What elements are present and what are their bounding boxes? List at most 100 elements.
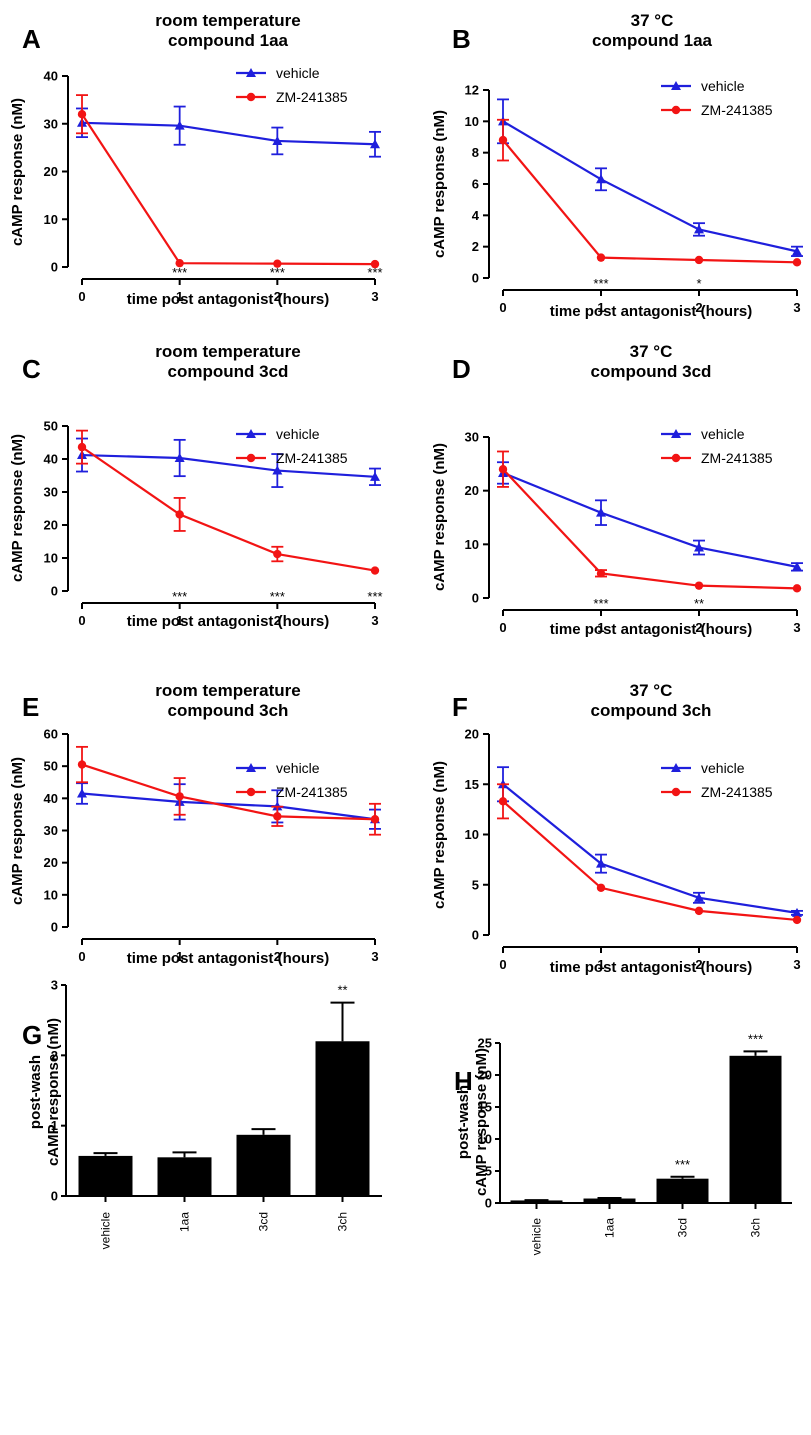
data-point-circle — [792, 258, 802, 267]
series-vehicle — [497, 461, 803, 572]
y-axis-title: cAMP response (nM) — [431, 443, 448, 591]
data-point-circle — [273, 259, 282, 268]
y-axis-title-line: post-wash — [27, 1055, 44, 1129]
y-tick-label: 20 — [465, 727, 479, 742]
legend-label: ZM-241385 — [276, 784, 348, 800]
y-tick-label: 2 — [51, 1048, 58, 1063]
data-point-triangle — [694, 892, 704, 902]
data-point-triangle — [272, 135, 283, 145]
legend-label: ZM-241385 — [701, 450, 773, 466]
y-tick-label: 10 — [478, 1132, 492, 1147]
x-axis-title: time post antagonist (hours) — [550, 621, 753, 638]
y-axis-title: cAMP response (nM) — [431, 761, 448, 909]
legend-label: vehicle — [276, 760, 320, 776]
y-tick-label: 5 — [472, 877, 479, 892]
y-tick-label: 40 — [44, 791, 58, 806]
y-axis-title-line: cAMP response (nM) — [45, 1018, 62, 1166]
y-tick-label: 30 — [44, 116, 58, 131]
chart-title-line: 37 °C — [630, 342, 673, 361]
panel-letter: A — [22, 24, 41, 54]
legend-marker-circle — [671, 787, 681, 797]
panel-letter: D — [452, 354, 471, 384]
x-tick-label: 1 — [597, 620, 604, 635]
y-tick-label: 20 — [44, 518, 58, 533]
x-axis-title: time post antagonist (hours) — [127, 950, 330, 967]
x-tick-label: 1 — [176, 613, 183, 628]
data-point-circle — [77, 442, 87, 452]
legend-label: vehicle — [701, 426, 745, 442]
chart-title-line: compound 1aa — [592, 31, 713, 50]
chart-title-line: compound 1aa — [168, 31, 289, 50]
bar — [656, 1178, 709, 1203]
data-point-triangle — [77, 788, 87, 798]
panel-letter: F — [452, 692, 468, 722]
x-tick-label: 2 — [695, 620, 702, 635]
x-tick-label: 0 — [499, 620, 506, 635]
series-line — [81, 763, 376, 821]
x-tick-label: 2 — [695, 957, 702, 972]
legend-marker-triangle — [671, 81, 681, 90]
x-tick-label: 3ch — [336, 1212, 350, 1231]
y-tick-label: 4 — [472, 208, 480, 223]
data-point-circle — [694, 581, 704, 590]
significance-label: *** — [367, 589, 382, 604]
panel-letter: C — [22, 354, 41, 384]
data-point-circle — [273, 549, 282, 559]
y-tick-label: 0 — [472, 928, 479, 943]
x-tick-label: 3 — [793, 957, 800, 972]
chart-title-line: 37 °C — [630, 681, 673, 700]
y-tick-label: 0 — [51, 584, 58, 599]
x-axis-title: time post antagonist (hours) — [127, 613, 330, 630]
significance-label: ** — [694, 596, 704, 611]
y-tick-label: 0 — [51, 1189, 58, 1204]
data-point-circle — [792, 915, 802, 925]
significance-label: * — [696, 276, 701, 291]
significance-label: *** — [172, 265, 187, 280]
chart-title-line: compound 3ch — [591, 701, 712, 720]
data-point-triangle — [174, 120, 185, 130]
data-point-circle — [273, 812, 282, 821]
y-tick-label: 8 — [472, 145, 479, 160]
data-point-circle — [175, 792, 184, 801]
legend: vehicle ZM-241385 — [236, 65, 348, 105]
y-tick-label: 10 — [44, 551, 58, 566]
series-line — [81, 113, 376, 266]
panel-letter: E — [22, 692, 39, 722]
x-tick-label: 3 — [793, 300, 800, 315]
legend-label: ZM-241385 — [276, 89, 348, 105]
x-tick-label: 0 — [499, 300, 506, 315]
y-tick-label: 3 — [51, 978, 58, 993]
bar — [315, 1041, 370, 1196]
x-tick-label: 3 — [371, 949, 378, 964]
x-tick-label: vehicle — [99, 1212, 113, 1250]
significance-label: *** — [270, 589, 285, 604]
y-tick-label: 10 — [465, 537, 479, 552]
y-tick-label: 10 — [44, 887, 58, 902]
y-tick-label: 15 — [465, 777, 479, 792]
data-point-circle — [370, 259, 380, 269]
y-tick-label: 20 — [44, 855, 58, 870]
y-tick-label: 20 — [44, 164, 58, 179]
y-tick-label: 20 — [465, 483, 479, 498]
y-tick-label: 0 — [51, 920, 58, 935]
series-zm-241385 — [497, 118, 802, 267]
x-tick-label: 0 — [78, 613, 85, 628]
x-tick-label: 1aa — [603, 1218, 617, 1238]
y-axis-title: cAMP response (nM) — [9, 757, 26, 905]
x-tick-label: 1 — [176, 949, 183, 964]
y-tick-label: 40 — [44, 69, 58, 84]
legend-label: vehicle — [276, 426, 320, 442]
x-tick-label: 0 — [78, 289, 85, 304]
bar — [510, 1200, 563, 1203]
chart-title-line: compound 3cd — [168, 362, 289, 381]
x-tick-label: 1 — [597, 300, 604, 315]
series-line — [502, 783, 798, 914]
y-tick-label: 12 — [465, 83, 479, 98]
y-axis-title: cAMP response (nM) — [9, 434, 26, 582]
legend-marker-triangle — [246, 68, 256, 77]
chart-title-line: room temperature — [155, 11, 300, 30]
data-point-circle — [792, 584, 802, 593]
